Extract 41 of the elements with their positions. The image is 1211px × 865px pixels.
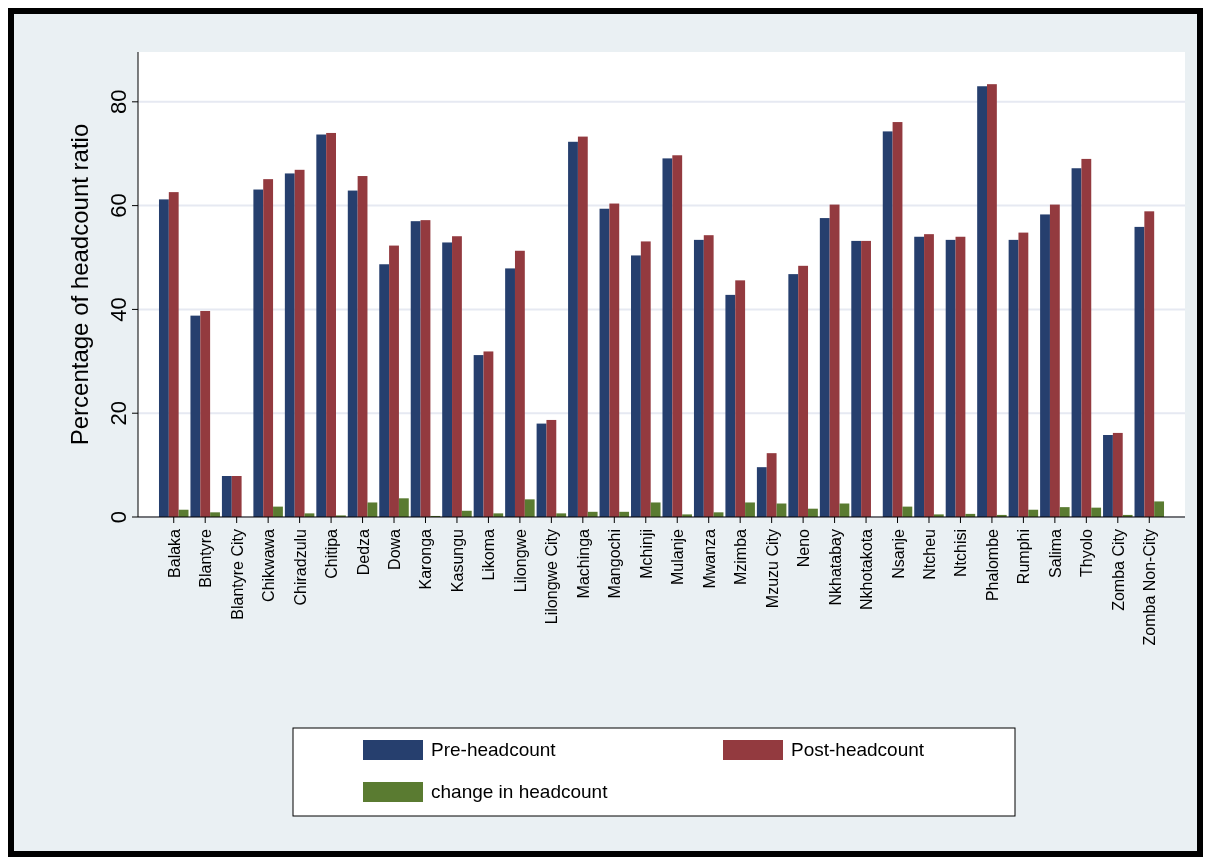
x-tick-label: Blantyre City	[228, 529, 246, 620]
legend-label: Pre-headcount	[431, 739, 557, 760]
x-tick-label: Phalombe	[983, 528, 1001, 602]
y-axis-title: Percentage of headcount ratio	[66, 123, 93, 446]
y-tick-label: 20	[106, 400, 131, 426]
x-tick-label: Mchinji	[637, 529, 655, 579]
x-tick-label: Mulanje	[669, 528, 687, 586]
x-tick-label: Lilongwe	[511, 528, 529, 593]
x-tick-label: Rumphi	[1015, 529, 1033, 585]
x-tick-label: Balaka	[165, 528, 183, 578]
x-tick-label: Chiradzulu	[291, 529, 309, 606]
x-tick-label: Nsanje	[889, 528, 907, 579]
x-tick-label: Mwanza	[700, 528, 718, 589]
x-tick-label: Chitipa	[323, 528, 341, 579]
y-tick-label: 60	[106, 193, 131, 218]
y-tick-label: 0	[106, 510, 131, 524]
x-tick-label: Mangochi	[606, 529, 624, 599]
x-tick-label: Likoma	[480, 528, 498, 581]
x-tick-label: Ntcheu	[920, 529, 938, 580]
x-tick-label: Ntchisi	[952, 529, 970, 578]
x-tick-label: Mzimba	[732, 528, 750, 586]
x-tick-label: Karonga	[417, 528, 435, 590]
y-tick-label: 40	[106, 297, 131, 322]
x-tick-label: Neno	[795, 528, 813, 568]
x-tick-label: Nkhotakota	[858, 528, 876, 610]
x-tick-label: Dedza	[354, 528, 372, 576]
x-tick-label: Salima	[1046, 528, 1064, 578]
x-tick-label: Nkhatabay	[826, 529, 844, 606]
x-tick-label: Chikwawa	[260, 528, 278, 602]
x-tick-label: Kasungu	[448, 529, 466, 593]
x-tick-label: Lilongwe City	[543, 529, 561, 625]
x-tick-label: Machinga	[574, 528, 592, 599]
y-tick-label: 80	[106, 89, 131, 115]
x-tick-label: Mzuzu City	[763, 529, 781, 609]
x-tick-label: Dowa	[386, 528, 404, 570]
legend-label: Post-headcount	[791, 739, 925, 760]
x-tick-label: Blantyre	[197, 528, 215, 588]
legend-label: change in headcount	[431, 781, 609, 802]
x-tick-label: Thyolo	[1078, 528, 1096, 578]
x-tick-label: Zomba Non-City	[1141, 529, 1159, 646]
x-tick-label: Zomba City	[1109, 529, 1127, 611]
